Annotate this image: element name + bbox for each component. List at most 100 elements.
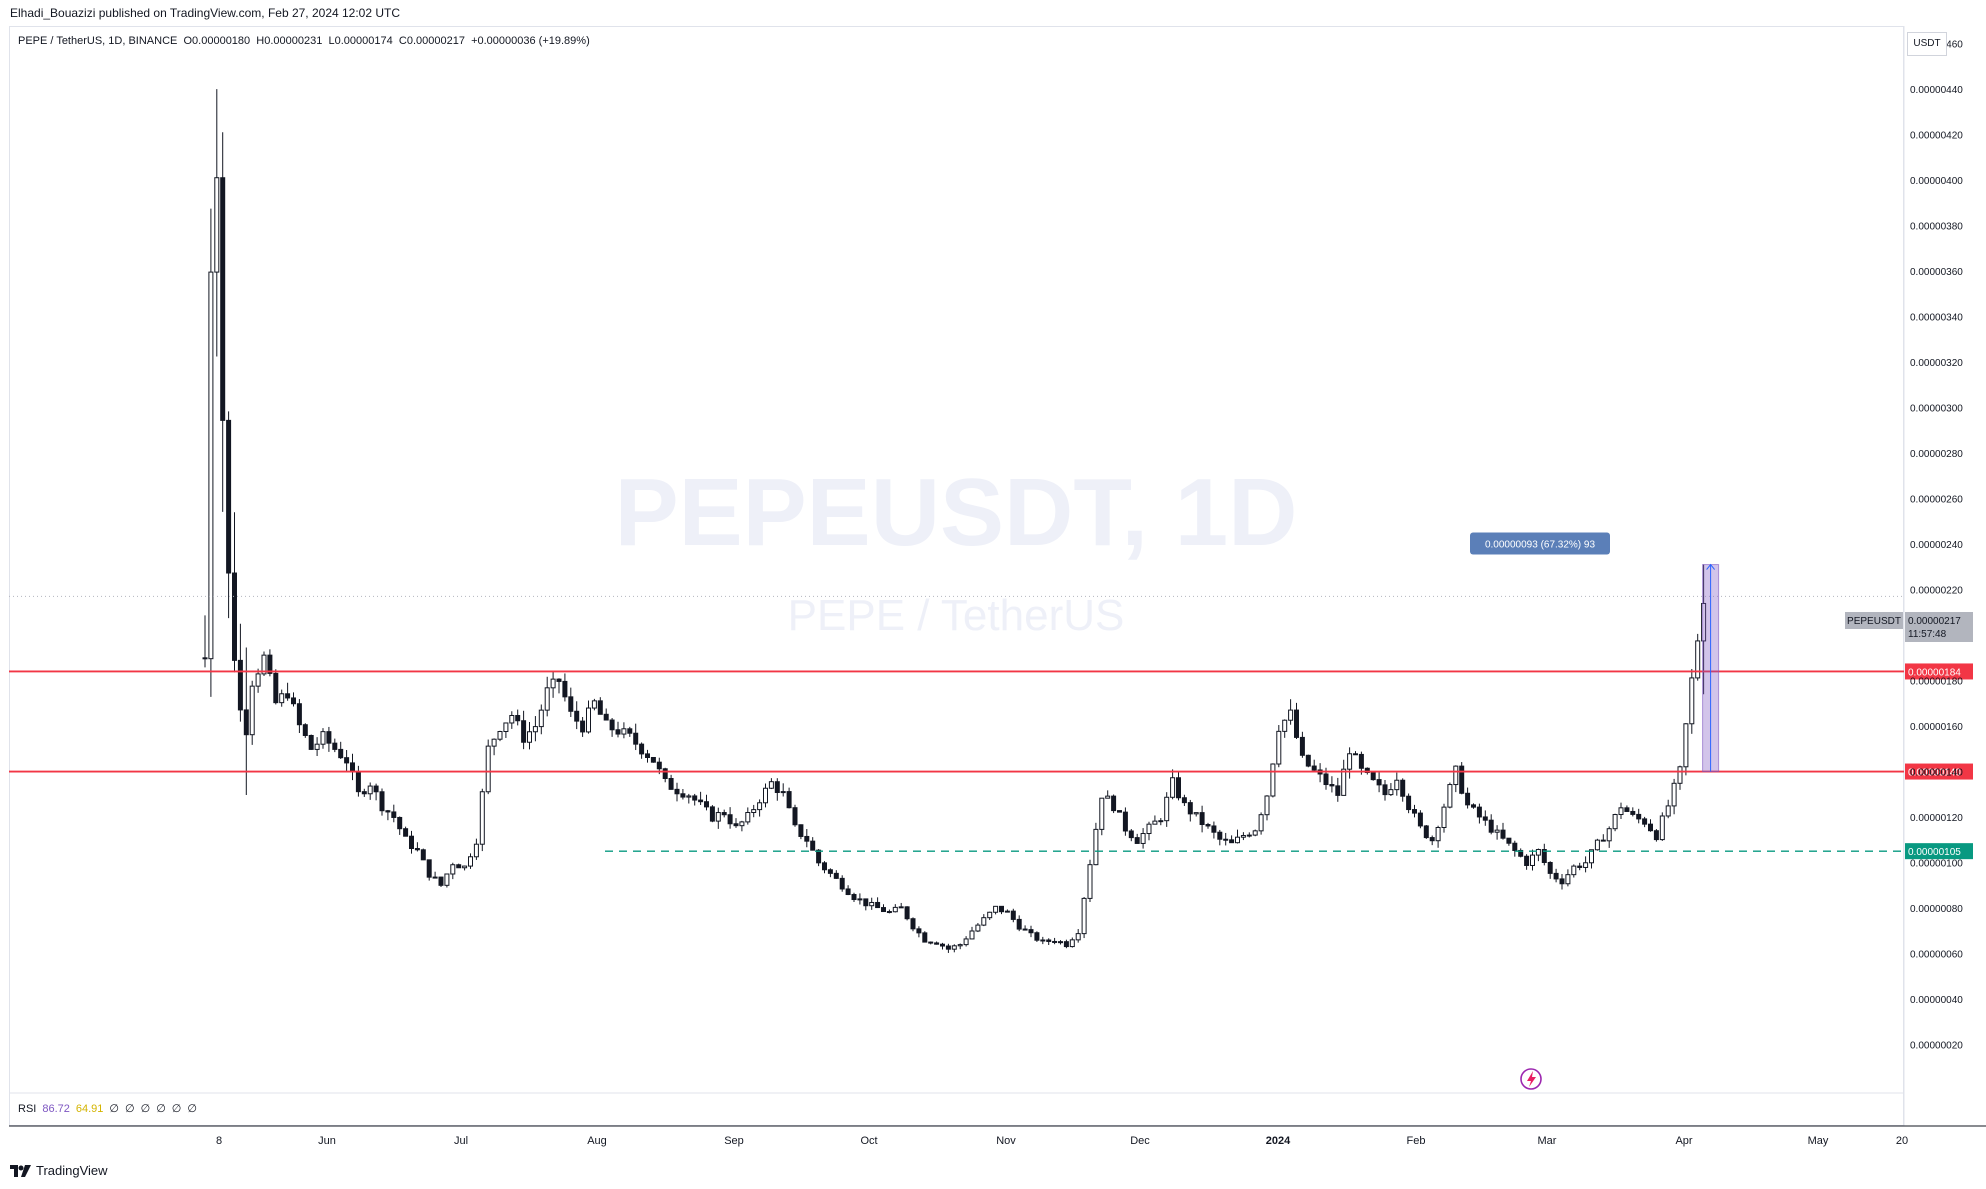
candle (544, 676, 550, 717)
candle-body (1353, 753, 1358, 756)
candle (1547, 861, 1553, 879)
candle-body (538, 709, 544, 728)
price-tick-label: 0.00000380 (1910, 222, 1963, 233)
candle (497, 730, 503, 742)
candle (1594, 838, 1600, 851)
candle (344, 750, 350, 772)
candle (1648, 819, 1653, 832)
candle-body (1541, 849, 1547, 863)
candle (1264, 795, 1270, 821)
measure-tool[interactable]: 0.00000093 (67.32%) 93 (1470, 532, 1720, 773)
candle (1305, 754, 1311, 768)
candle-body (1476, 806, 1482, 818)
candle (1683, 723, 1689, 776)
candle-body (1075, 933, 1081, 941)
candle (674, 782, 680, 802)
candle-body (851, 894, 857, 901)
price-tick-label: 0.00000060 (1910, 950, 1963, 961)
candle (403, 826, 409, 837)
price-tick-label: 0.00000280 (1910, 449, 1963, 460)
candle (1087, 859, 1093, 903)
candle (822, 861, 827, 874)
candle (202, 615, 208, 668)
candle-body (550, 678, 556, 689)
horizontal-levels[interactable]: 0.00000184 0.00000140 0.00000105 (9, 595, 1973, 860)
candle (1535, 848, 1541, 862)
candle (1010, 908, 1016, 923)
candle (898, 902, 904, 909)
candle (1600, 834, 1606, 842)
candle-body (1659, 815, 1665, 841)
candle (527, 722, 532, 750)
candle-body (969, 930, 975, 940)
candle (1447, 782, 1453, 809)
candle (232, 512, 237, 673)
candle-body (1447, 784, 1453, 808)
candle (603, 708, 609, 721)
candle-body (1146, 823, 1152, 835)
candle (692, 793, 698, 806)
candle (1122, 807, 1128, 836)
candle-body (1683, 723, 1689, 768)
time-tick-label: Apr (1675, 1135, 1692, 1147)
candle-body (1441, 806, 1447, 829)
candle (633, 723, 639, 751)
candle-body (674, 788, 680, 795)
candle (957, 943, 963, 950)
candle-body (886, 911, 892, 914)
candle-body (839, 877, 845, 890)
candle-body (1282, 719, 1288, 732)
candle-body (515, 714, 521, 722)
candle (816, 849, 822, 867)
candle (1058, 940, 1063, 945)
price-tag-countdown: 11:57:48 (1908, 629, 1947, 640)
candle-body (1199, 812, 1205, 826)
price-tick-label: 0.00000340 (1910, 313, 1963, 324)
price-axis-labels: 0.00000020 0.00000040 0.00000060 0.00000080… (1910, 40, 1963, 1052)
candle-body (1412, 809, 1417, 814)
symbol-tag-bg (1845, 612, 1903, 629)
candle (739, 820, 745, 832)
candle-body (208, 271, 214, 660)
time-tick-label: May (1808, 1135, 1829, 1147)
candle (934, 941, 940, 945)
candle (1689, 668, 1695, 734)
rsi-legend[interactable]: RSI 86.72 64.91 ∅ ∅ ∅ ∅ ∅ ∅ (18, 1102, 197, 1116)
candle (1229, 835, 1235, 844)
rsi-placeholder: ∅ (125, 1103, 135, 1115)
measure-label-bg (1470, 532, 1610, 555)
candle (1671, 778, 1677, 815)
candle-body (1648, 823, 1653, 832)
currency-selector[interactable]: USDT (1907, 32, 1947, 56)
candle (479, 788, 485, 852)
candle (1288, 699, 1294, 725)
candle-body (709, 806, 715, 822)
candle (591, 698, 597, 711)
candle (273, 669, 279, 705)
level-line: 0.00000140 (9, 763, 1973, 780)
lightning-icon[interactable] (1520, 1068, 1542, 1090)
candle (1217, 829, 1223, 846)
candle-body (798, 824, 804, 837)
candle-body (1530, 854, 1535, 866)
candle-body (1423, 825, 1429, 839)
candle (1069, 937, 1075, 948)
candle-body (1594, 839, 1600, 851)
candle (438, 876, 444, 888)
candle (1423, 824, 1429, 839)
level-label-bg (1905, 663, 1973, 680)
candle (468, 853, 473, 869)
candle (255, 668, 261, 693)
candle-body (249, 685, 255, 736)
candle (1636, 808, 1642, 824)
candle-body (320, 731, 326, 745)
tradingview-footer[interactable]: TradingView (10, 1163, 108, 1178)
candle-body (237, 659, 243, 711)
candle (1435, 825, 1441, 848)
price-tick-label: 0.00000420 (1910, 131, 1963, 142)
candle-body (603, 713, 609, 721)
candle-body (1364, 767, 1370, 774)
candle (462, 865, 468, 871)
candle (426, 859, 432, 881)
